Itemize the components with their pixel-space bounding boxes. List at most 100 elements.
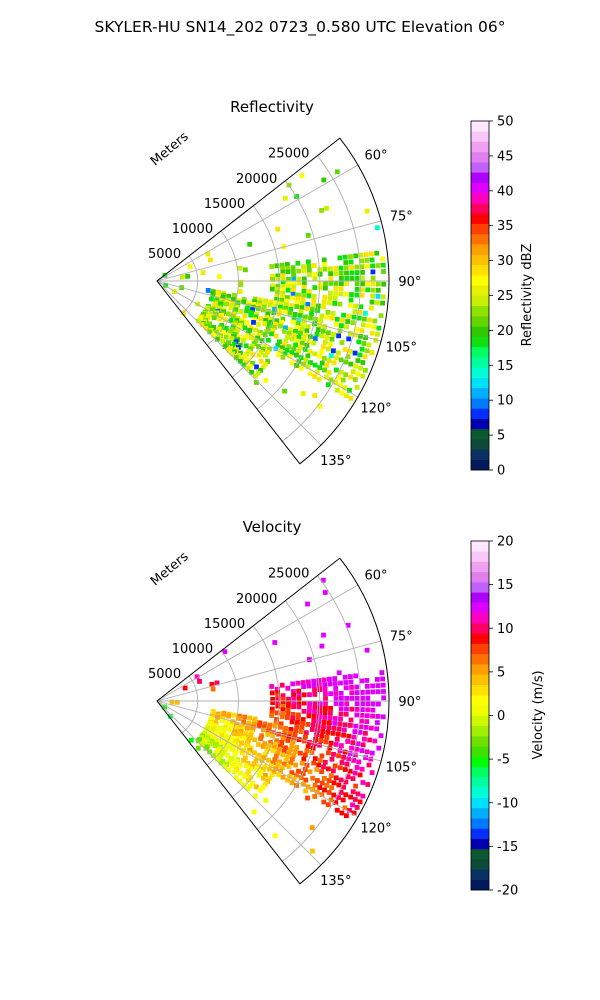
echo-cell <box>331 348 336 354</box>
echo-cell <box>185 273 190 279</box>
echo-cell <box>317 758 323 763</box>
echo-cell <box>247 363 253 369</box>
echo-cell <box>332 716 338 721</box>
echo-cell <box>239 750 245 756</box>
echo-cell <box>277 339 282 345</box>
echo-cell <box>325 730 331 735</box>
echo-cell <box>309 311 314 317</box>
azimuth-tick-label: 90° <box>398 695 421 710</box>
echo-cell <box>305 601 310 607</box>
reflectivity-range-label: Meters <box>148 129 192 169</box>
colorbar-segment <box>471 367 489 378</box>
echo-cell <box>319 208 324 213</box>
echo-cell <box>251 761 257 766</box>
echo-cell <box>303 777 309 783</box>
echo-cell <box>251 341 257 346</box>
echo-cell <box>327 681 333 687</box>
velocity-colorbar-label: Velocity (m/s) <box>531 670 546 759</box>
range-ring <box>206 230 239 346</box>
echo-cell <box>239 740 244 746</box>
echo-cell <box>252 737 257 743</box>
echo-cell <box>278 304 283 310</box>
echo-cell <box>303 357 309 363</box>
echo-cell <box>300 717 306 722</box>
echo-cell <box>288 307 294 312</box>
echo-cell <box>227 727 233 733</box>
echo-cell <box>255 755 260 761</box>
echo-cell <box>282 388 287 394</box>
colorbar-segment <box>471 715 489 727</box>
echo-cell <box>367 737 372 743</box>
echo-cell <box>241 719 246 725</box>
echo-field <box>162 169 387 409</box>
echo-cell <box>286 750 292 756</box>
echo-cell <box>286 734 292 740</box>
range-ring <box>206 650 239 766</box>
echo-cell <box>331 331 336 337</box>
echo-cell <box>350 776 356 781</box>
echo-cell <box>241 735 247 741</box>
echo-cell <box>331 780 337 786</box>
colorbar-tick-label: 15 <box>497 578 514 593</box>
colorbar-tick-label: 50 <box>497 115 514 130</box>
colorbar-segment <box>471 571 489 583</box>
echo-cell <box>326 346 331 352</box>
echo-cell <box>328 710 333 716</box>
echo-cell <box>270 283 275 289</box>
echo-cell <box>373 338 379 343</box>
echo-cell <box>360 373 366 379</box>
echo-cell <box>314 369 320 375</box>
echo-cell <box>254 380 259 385</box>
echo-cell <box>212 743 218 749</box>
echo-cell <box>338 690 344 696</box>
echo-cell <box>305 722 311 727</box>
echo-cell <box>168 713 173 719</box>
range-ring <box>282 575 361 862</box>
echo-cell <box>333 322 339 327</box>
echo-cell <box>370 713 375 719</box>
echo-cell <box>348 723 353 728</box>
echo-cell <box>207 749 213 755</box>
echo-cell <box>245 740 250 746</box>
echo-cell <box>270 700 275 705</box>
echo-cell <box>253 758 259 764</box>
echo-cell <box>268 319 273 325</box>
echo-cell <box>203 745 209 751</box>
range-ring <box>181 255 199 314</box>
echo-cell <box>343 372 349 378</box>
echo-cell <box>263 772 268 778</box>
echo-cell <box>304 328 310 334</box>
echo-cell <box>267 725 272 731</box>
echo-cell <box>296 280 302 286</box>
echo-cell <box>375 689 381 695</box>
echo-cell <box>350 802 355 808</box>
echo-cell <box>262 301 268 307</box>
echo-cell <box>354 707 360 712</box>
colorbar-segment <box>471 561 489 573</box>
echo-cell <box>209 308 215 313</box>
echo-cell <box>346 336 352 342</box>
echo-cell <box>321 724 326 730</box>
echo-cell <box>355 371 361 377</box>
echo-cell <box>352 770 358 776</box>
echo-cell <box>278 724 283 730</box>
echo-cell <box>338 357 344 363</box>
echo-cell <box>260 365 266 370</box>
echo-cell <box>338 370 344 375</box>
echo-cell <box>354 275 360 281</box>
echo-cell <box>347 348 353 354</box>
echo-cell <box>366 762 372 768</box>
echo-cell <box>258 358 264 364</box>
echo-cell <box>276 772 281 777</box>
echo-cell <box>339 323 344 328</box>
echo-cell <box>285 738 291 743</box>
azimuth-tick-label: 75° <box>390 210 413 225</box>
echo-cell <box>280 703 286 709</box>
echo-cell <box>245 760 251 766</box>
colorbar-segment <box>471 551 489 562</box>
echo-cell <box>341 755 346 760</box>
echo-cell <box>380 676 385 682</box>
echo-cell <box>246 300 252 306</box>
echo-cell <box>338 270 344 276</box>
echo-cell <box>279 320 285 325</box>
